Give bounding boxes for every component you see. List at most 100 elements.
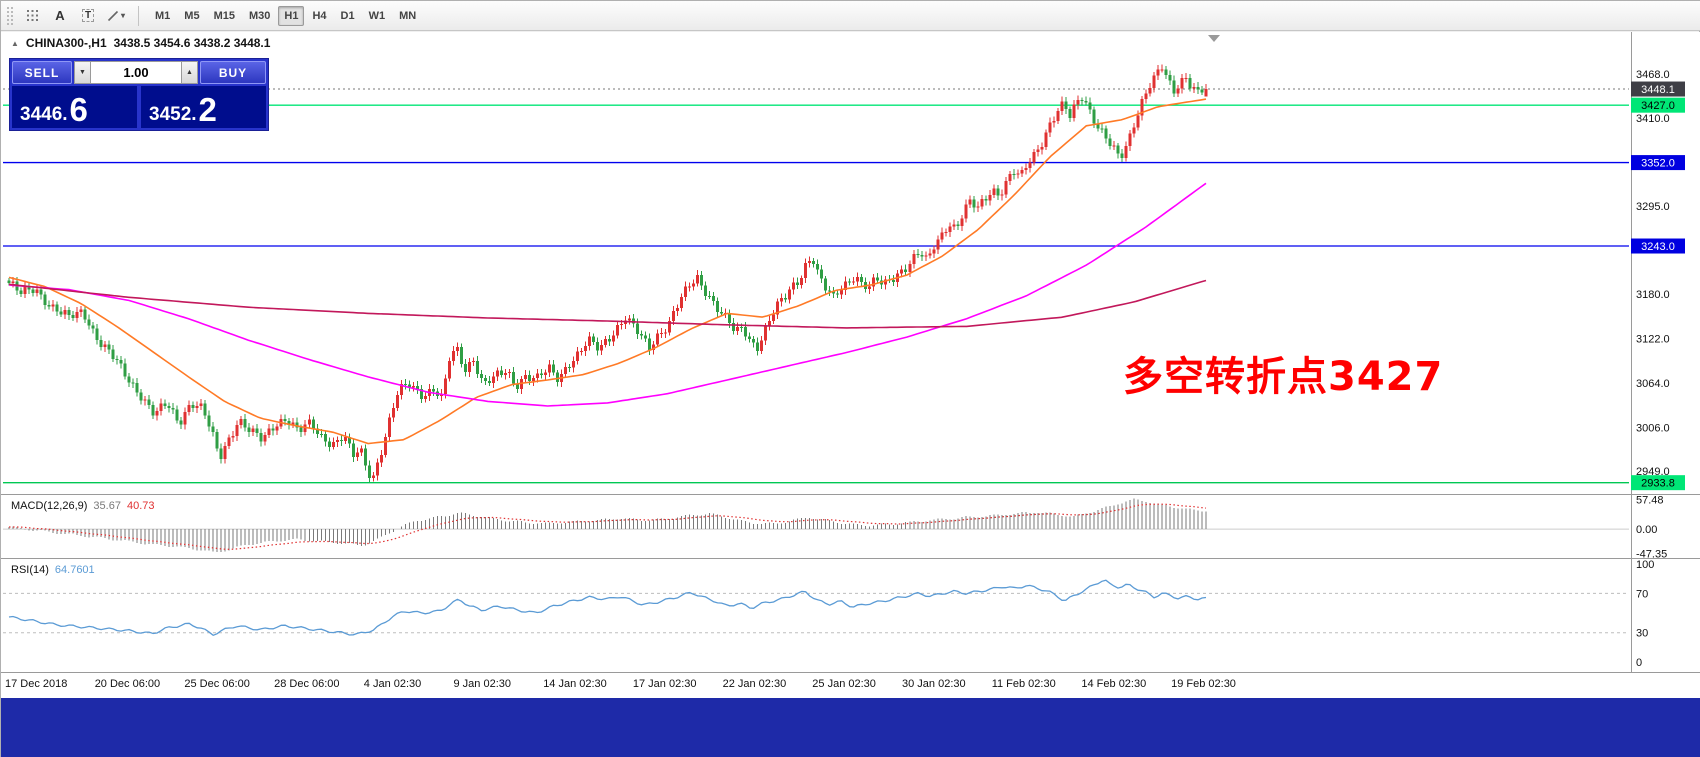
price-tick-label: 3180.0 (1636, 289, 1670, 301)
time-axis-label: 25 Dec 06:00 (184, 678, 249, 690)
time-scale[interactable] (1, 673, 1700, 698)
volume-input[interactable]: 1.00 (91, 61, 181, 84)
bottom-strip (1, 698, 1700, 757)
time-axis-label: 17 Dec 2018 (5, 678, 67, 690)
buy-price-main: 3452. (149, 104, 197, 125)
time-axis-label: 14 Feb 02:30 (1081, 678, 1146, 690)
rsi-panel-area[interactable] (1, 559, 1631, 672)
timeframe-M5[interactable]: M5 (178, 6, 205, 26)
price-tag-2933.8 (1631, 475, 1685, 491)
timeframe-M30[interactable]: M30 (243, 6, 276, 26)
moving-average-fast (8, 98, 1207, 445)
chart-region: 3468.0 3410.0 3295.0 3180.0 3122.0 3064.0 3006… (1, 32, 1700, 757)
price-tag-text: 3448.1 (1641, 84, 1675, 96)
time-axis-label: 14 Jan 02:30 (543, 678, 607, 690)
toolbar: A T ▾ M1 M5 M15 M30 H1 H4 D1 W1 MN (1, 1, 1700, 31)
buy-button[interactable]: BUY (200, 61, 266, 84)
chart-plot-area[interactable] (1, 32, 1631, 494)
price-tick-label: 3295.0 (1636, 201, 1670, 213)
toolbar-grip[interactable] (6, 5, 13, 26)
price-tick-label: 3122.0 (1636, 334, 1670, 346)
rsi-line (8, 579, 1207, 637)
macd-tick-label: -47.35 (1636, 549, 1667, 561)
macd-name: MACD(12,26,9) (11, 500, 88, 512)
timeframe-H4[interactable]: H4 (306, 6, 332, 26)
price-tick-label: 3468.0 (1636, 69, 1670, 81)
price-tick-label: 3064.0 (1636, 378, 1670, 390)
moving-average-slow (8, 279, 1207, 329)
volume-down-button[interactable]: ▼ (74, 61, 91, 84)
price-tag-text: 3243.0 (1641, 241, 1675, 253)
timeframe-MN[interactable]: MN (393, 6, 422, 26)
rsi-label: RSI(14) 64.7601 (11, 564, 101, 576)
buy-price-pips: 2 (198, 90, 217, 128)
price-tag-text: 2933.8 (1641, 478, 1675, 490)
toolbar-separator (138, 5, 139, 26)
macd-tick-label: 57.48 (1636, 494, 1664, 506)
time-axis-label: 25 Jan 02:30 (812, 678, 876, 690)
symbol-timeframe-label: CHINA300-,H1 (25, 36, 107, 50)
timeframe-H1[interactable]: H1 (278, 5, 305, 26)
candles (7, 64, 1208, 483)
trendline-icon (107, 10, 119, 21)
price-tag-3448.1 (1631, 81, 1685, 97)
timeframe-M1[interactable]: M1 (149, 6, 176, 26)
timeframe-M15[interactable]: M15 (208, 6, 241, 26)
arrow-up-icon: ▲ (186, 69, 193, 76)
price-tag-3352.0 (1631, 155, 1685, 171)
timeframe-W1[interactable]: W1 (363, 6, 392, 26)
letter-a-icon: A (55, 8, 65, 23)
sell-price-main: 3446. (20, 104, 68, 125)
price-tag-3427.0 (1631, 97, 1685, 113)
time-axis-label: 11 Feb 02:30 (992, 678, 1056, 690)
time-axis-label: 9 Jan 02:30 (454, 678, 512, 690)
ohlc-values: 3438.5 3454.6 3438.2 3448.1 (113, 36, 271, 50)
price-tick-label: 2949.0 (1636, 466, 1670, 478)
grid-tool-button[interactable] (19, 5, 45, 27)
price-tag-text: 3427.0 (1641, 100, 1675, 112)
macd-tick-label: 0.00 (1636, 524, 1657, 536)
rsi-tick-label: 0 (1636, 657, 1642, 669)
rsi-tick-label: 30 (1636, 628, 1648, 640)
time-axis-label: 17 Jan 02:30 (633, 678, 697, 690)
text-label-tool-button[interactable]: A (47, 5, 73, 27)
macd-histogram (8, 498, 1207, 553)
time-axis-label: 19 Feb 02:30 (1171, 678, 1236, 690)
time-axis-label: 22 Jan 02:30 (723, 678, 787, 690)
volume-control: ▼ 1.00 ▲ (74, 61, 198, 84)
price-tick-label: 3006.0 (1636, 422, 1670, 434)
rsi-name: RSI(14) (11, 564, 49, 576)
sell-price-pips: 6 (69, 90, 88, 128)
text-tool-button[interactable]: T (75, 5, 101, 27)
price-tick-label: 3410.0 (1636, 113, 1670, 125)
chart-text-annotation: 多空转折点3427 (1123, 354, 1444, 400)
buy-price-display[interactable]: 3452. 2 (141, 86, 266, 128)
volume-up-button[interactable]: ▲ (181, 61, 198, 84)
price-tag-3243.0 (1631, 238, 1685, 254)
macd-panel-area[interactable] (1, 495, 1631, 558)
moving-average-mid (8, 182, 1207, 407)
time-axis-label: 20 Dec 06:00 (95, 678, 160, 690)
one-click-trade-panel: SELL ▼ 1.00 ▲ BUY 3446. 6 (9, 58, 269, 131)
price-scale[interactable] (1631, 32, 1700, 672)
macd-label: MACD(12,26,9) 35.67 40.73 (11, 500, 160, 512)
chart-ohlc-header: ▲ CHINA300-,H1 3438.5 3454.6 3438.2 3448… (11, 36, 270, 50)
chart-shift-marker[interactable] (1208, 35, 1220, 42)
price-tag-text: 3352.0 (1641, 158, 1675, 170)
sell-button[interactable]: SELL (12, 61, 72, 84)
timeframe-toolbar: M1 M5 M15 M30 H1 H4 D1 W1 MN (148, 5, 423, 26)
timeframe-D1[interactable]: D1 (335, 6, 361, 26)
rsi-value: 64.7601 (54, 564, 95, 576)
shapes-tool-button[interactable]: ▾ (103, 5, 129, 27)
rsi-tick-label: 100 (1636, 559, 1654, 571)
rsi-tick-label: 70 (1636, 588, 1648, 600)
sell-price-display[interactable]: 3446. 6 (12, 86, 137, 128)
time-axis-label: 28 Dec 06:00 (274, 678, 339, 690)
macd-main-value: 35.67 (93, 500, 121, 512)
time-axis-label: 4 Jan 02:30 (364, 678, 422, 690)
chevron-down-icon: ▾ (120, 11, 125, 20)
grid-icon (26, 10, 38, 21)
one-click-toggle-icon[interactable]: ▲ (11, 38, 19, 48)
macd-signal-line (9, 503, 1207, 550)
